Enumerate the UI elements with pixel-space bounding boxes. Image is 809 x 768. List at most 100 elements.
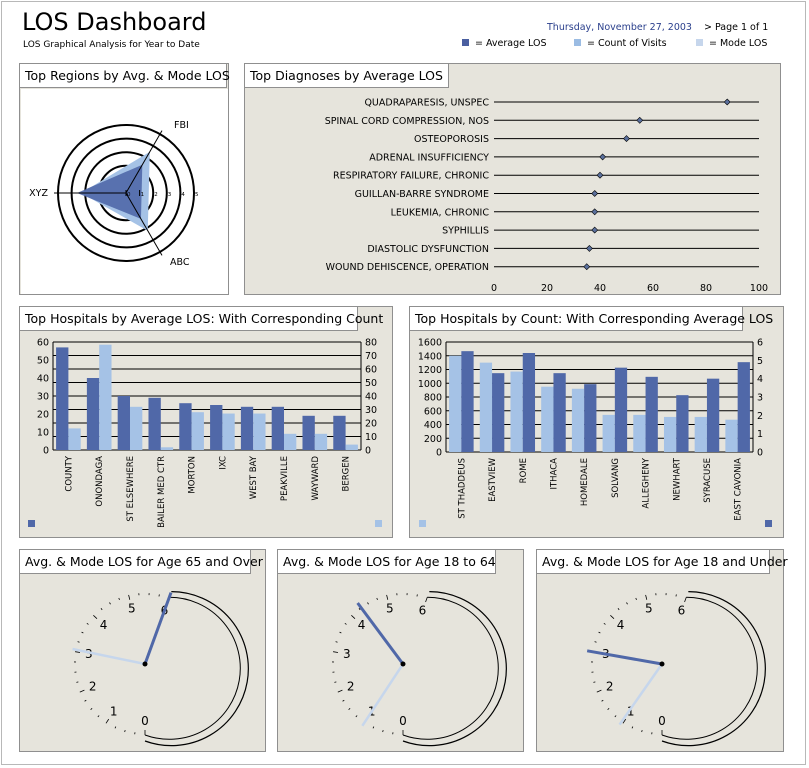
gauge-needle-mode bbox=[72, 647, 146, 666]
y-tick-label-left: 0 bbox=[43, 446, 49, 457]
bar-right-axis bbox=[614, 367, 628, 452]
gauge-tick bbox=[333, 651, 339, 653]
gauge-tick bbox=[355, 715, 358, 718]
gauge-tick bbox=[635, 597, 637, 601]
diagnosis-marker bbox=[596, 171, 604, 179]
bar-left-axis bbox=[633, 414, 646, 452]
y-tick-label-right: 5 bbox=[757, 356, 763, 367]
radar-scale-label: 3 bbox=[168, 192, 172, 198]
diagnosis-marker bbox=[583, 263, 591, 271]
radar-axis-label: ABC bbox=[170, 257, 190, 268]
gauge-tick bbox=[84, 699, 87, 702]
gauge-tick bbox=[358, 608, 361, 611]
category-label: WAYWARD bbox=[311, 456, 321, 501]
bar-left-axis bbox=[271, 406, 284, 450]
gauge-tick bbox=[376, 597, 378, 601]
gauge-tick bbox=[631, 726, 634, 729]
diagnosis-marker bbox=[623, 135, 630, 143]
gauge-tick bbox=[598, 631, 601, 634]
bar-right-axis bbox=[737, 362, 750, 452]
hospitals-avg-bar-chart: 0 10 20 30 40 50 60 0 10 20 30 40 50 60 70 80 COUNTY ONON… bbox=[37, 338, 377, 528]
series-marker-icon bbox=[375, 520, 382, 527]
gauge-needle-avg bbox=[586, 649, 663, 666]
bar-right-axis bbox=[645, 376, 658, 452]
gauge-tick bbox=[603, 622, 606, 625]
page-title: LOS Dashboard bbox=[22, 8, 207, 36]
gauge-tick bbox=[339, 631, 342, 634]
gauge-scale-label: 5 bbox=[645, 602, 653, 616]
diagnosis-marker bbox=[636, 116, 644, 124]
legend-swatch-icon bbox=[574, 39, 581, 46]
diagnosis-label: DIASTOLIC DYSFUNCTION bbox=[367, 244, 489, 255]
series-marker-icon bbox=[419, 520, 426, 527]
diagnoses-panel: Top Diagnoses by Average LOS QUADRAPARES… bbox=[244, 63, 781, 295]
gauge-scale-label: 3 bbox=[343, 647, 351, 661]
bar-right-axis bbox=[191, 412, 204, 450]
x-tick-label: 0 bbox=[491, 283, 497, 294]
radar-spoke bbox=[125, 192, 163, 256]
bar-right-axis bbox=[160, 447, 174, 450]
gauge-needle-mode bbox=[618, 663, 664, 726]
radar-axis-label: FBI bbox=[174, 120, 189, 131]
bar-left-axis bbox=[302, 415, 315, 450]
category-label: EAST CAVONIA bbox=[734, 458, 744, 521]
gauge-tick bbox=[100, 608, 103, 611]
bar-left-axis bbox=[694, 416, 707, 452]
gauge-tick bbox=[79, 689, 85, 693]
gauge-tick bbox=[626, 602, 628, 605]
category-label: BAILER MED CTR bbox=[157, 456, 167, 528]
y-tick-label-right: 3 bbox=[757, 393, 763, 404]
y-tick-label-right: 60 bbox=[365, 365, 377, 376]
gauge-scale-label: 1 bbox=[627, 705, 635, 719]
series-marker-icon bbox=[28, 520, 35, 527]
gauge-arc-inner bbox=[661, 596, 758, 740]
gauge-tick bbox=[622, 718, 627, 724]
gauge-tick bbox=[76, 681, 79, 683]
y-tick-label-right: 70 bbox=[365, 351, 377, 362]
y-tick-label-left: 200 bbox=[424, 434, 442, 445]
radar-scale-label: 2 bbox=[154, 192, 158, 198]
y-tick-label-right: 20 bbox=[365, 419, 377, 430]
category-label: COUNTY bbox=[64, 455, 74, 491]
y-tick-label-left: 60 bbox=[37, 338, 49, 349]
category-label: BERGEN bbox=[342, 456, 352, 491]
y-tick-label-left: 1000 bbox=[418, 379, 442, 390]
gauge-scale-label: 2 bbox=[606, 680, 614, 694]
y-tick-label-left: 1400 bbox=[418, 351, 442, 362]
x-tick-label: 60 bbox=[647, 283, 659, 294]
category-label: SYRACUSE bbox=[703, 458, 713, 503]
y-tick-label-right: 0 bbox=[365, 446, 371, 457]
radar-scale-label: 5 bbox=[195, 192, 199, 198]
gauge-tick bbox=[645, 594, 648, 600]
gauge-tick bbox=[334, 681, 337, 683]
gauge-tick bbox=[335, 641, 338, 643]
bar-left-axis bbox=[117, 396, 130, 450]
category-label: ST ELSEWHERE bbox=[126, 456, 136, 522]
gauge-hub bbox=[659, 661, 665, 667]
gauge-tick bbox=[348, 708, 351, 710]
radar-scale-label: 0 bbox=[127, 192, 131, 198]
gauge-tick bbox=[97, 715, 100, 718]
hospitals-count-bar-chart: 0 200 400 600 800 1000 1200 1400 1600 0 1 2 3 4 5 6 ST T… bbox=[418, 338, 763, 521]
diagnosis-label: OSTEOPOROSIS bbox=[414, 134, 489, 145]
panel-title: Avg. & Mode LOS for Age 18 and Under bbox=[537, 550, 788, 574]
bar-left-axis bbox=[240, 406, 254, 450]
y-tick-label-left: 400 bbox=[424, 420, 442, 431]
x-tick-label: 40 bbox=[594, 283, 606, 294]
radar-scale-label: 1 bbox=[141, 192, 145, 198]
gauge-tick bbox=[601, 699, 604, 702]
bar-left-axis bbox=[148, 397, 161, 450]
x-tick-label: 100 bbox=[750, 283, 768, 294]
gauge-tick bbox=[342, 699, 345, 702]
y-tick-label-left: 40 bbox=[37, 374, 49, 385]
x-tick-label: 20 bbox=[541, 283, 553, 294]
gauge-needle-avg bbox=[143, 592, 173, 665]
diagnosis-marker bbox=[723, 98, 731, 106]
gauge-tick bbox=[382, 729, 384, 733]
gauge-tick bbox=[607, 708, 610, 710]
bar-left-axis bbox=[449, 355, 462, 452]
gauge-scale-label: 4 bbox=[100, 618, 108, 632]
gauge-tick bbox=[124, 729, 126, 733]
